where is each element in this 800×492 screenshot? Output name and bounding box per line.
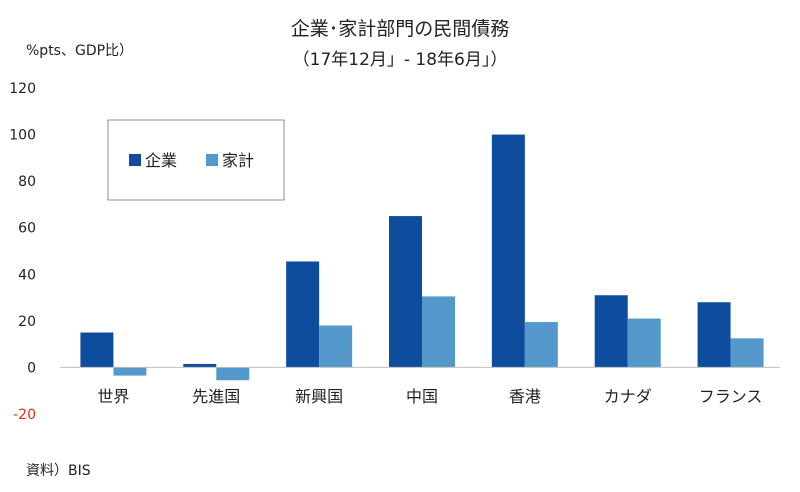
bar-household [730, 338, 764, 368]
chart-subtitle: （17年12月」- 18年6月」） [292, 50, 508, 70]
x-axis-categories: 世界 先進国 新興国 中国 香港 カナダ フランス [97, 387, 762, 406]
y-tick-label: 100 [9, 128, 36, 144]
bar-corporate [389, 216, 422, 368]
bar-household [216, 367, 250, 381]
legend-swatch-household [206, 154, 218, 166]
y-tick-label: 40 [18, 267, 36, 283]
bar-household [113, 367, 147, 376]
bar-corporate [286, 261, 320, 368]
y-tick-label: -20 [13, 407, 36, 423]
x-category-label: 香港 [509, 387, 541, 406]
y-axis-unit-label: %pts、GDP比） [26, 43, 134, 59]
bar-household [524, 322, 558, 368]
bar-household [422, 296, 455, 368]
bar-corporate [183, 363, 217, 368]
source-note: 資料）BIS [26, 463, 91, 479]
x-category-label: フランス [699, 387, 763, 406]
y-tick-label: 120 [9, 81, 36, 97]
x-category-label: カナダ [604, 387, 652, 406]
x-category-label: 中国 [406, 387, 438, 406]
bar-household [319, 325, 353, 368]
legend: 企業 家計 [107, 119, 285, 201]
chart-title: 企業･家計部門の民間債務 [290, 18, 510, 40]
y-axis-ticks: -20 0 20 40 60 80 100 120 [9, 81, 36, 423]
bar-corporate [491, 134, 525, 368]
y-tick-label: 0 [27, 360, 36, 376]
bar-corporate [697, 302, 731, 368]
y-tick-label: 80 [18, 174, 36, 190]
y-tick-label: 60 [18, 221, 36, 237]
bar-corporate [80, 332, 114, 368]
legend-label-corporate: 企業 [145, 151, 177, 170]
x-category-label: 新興国 [295, 387, 343, 406]
bars-group [80, 134, 764, 381]
bar-corporate [594, 295, 628, 368]
x-category-label: 世界 [97, 387, 129, 406]
legend-swatch-corporate [129, 154, 141, 166]
x-category-label: 先進国 [192, 387, 240, 406]
bar-household [627, 318, 661, 368]
y-tick-label: 20 [18, 314, 36, 330]
legend-label-household: 家計 [222, 151, 254, 170]
